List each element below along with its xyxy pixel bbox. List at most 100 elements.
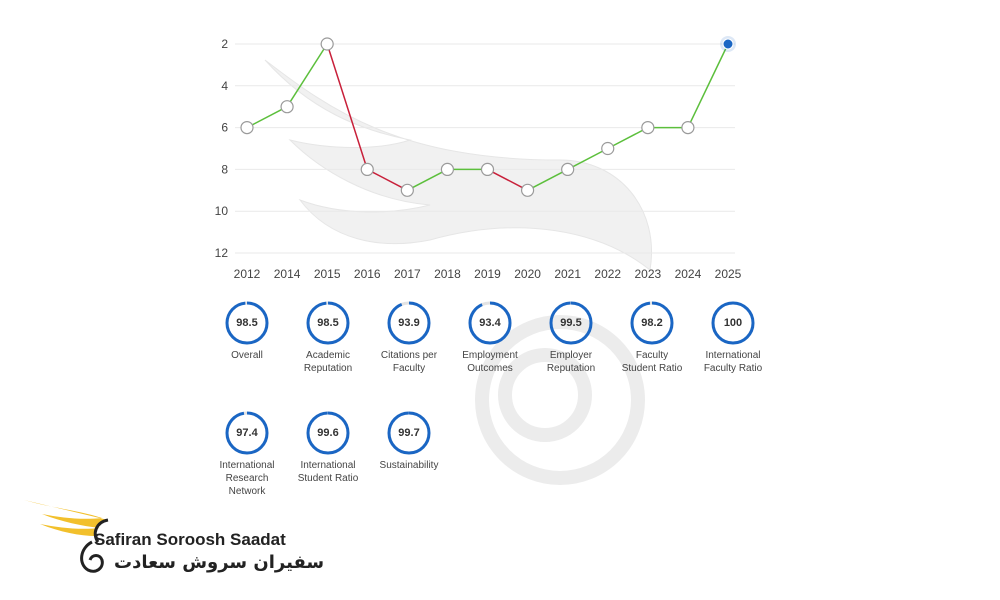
data-point[interactable] — [520, 183, 535, 197]
gauge-label-line: International — [705, 350, 761, 361]
gauge-label-line: Student Ratio — [621, 363, 683, 374]
line-segment-rise — [567, 147, 609, 171]
gauge-fill — [387, 411, 431, 455]
score-gauge: 100 International Faculty Ratio — [685, 301, 781, 375]
data-point[interactable] — [400, 183, 414, 197]
gauge-label: International Student Ratio — [280, 459, 376, 485]
data-point[interactable] — [280, 100, 294, 114]
gauge-label-line: International — [219, 460, 275, 471]
x-axis-ticks: 2012 2014 2015 2016 2017 2018 2019 2020 2021 2022… — [234, 267, 742, 281]
gauge-fill — [387, 301, 431, 345]
gauge-label-line: Employer — [549, 350, 593, 361]
gauge-value: 93.9 — [398, 317, 420, 329]
data-point[interactable] — [440, 162, 455, 176]
gauge-ring — [711, 301, 755, 345]
score-gauge: 93.9 Citations per Faculty — [361, 301, 457, 375]
x-tick-label: 2016 — [354, 267, 381, 281]
gauge-value: 99.5 — [560, 317, 582, 329]
gauge-label-line: Reputation — [303, 363, 353, 374]
line-segment-rise — [687, 43, 729, 128]
data-point[interactable] — [561, 162, 575, 176]
gauge-label-line: Network — [228, 486, 266, 497]
gauge-fill — [630, 301, 674, 345]
gauge-label-line: Faculty — [635, 350, 669, 361]
gauge-ring — [549, 301, 593, 345]
gauge-fill — [225, 411, 269, 455]
x-tick-label: 2015 — [314, 267, 341, 281]
gauge-ring — [225, 301, 269, 345]
gauge-value: 93.4 — [479, 317, 501, 329]
logo-name-english: Safiran Soroosh Saadat — [94, 530, 286, 549]
data-point[interactable] — [480, 162, 495, 176]
x-tick-label: 2012 — [234, 267, 261, 281]
gauge-fill — [549, 301, 593, 345]
gauge-label-line: Citations per — [380, 350, 438, 361]
line-segment-rise — [286, 43, 328, 108]
x-tick-label: 2018 — [434, 267, 461, 281]
gauge-label: Employment Outcomes — [442, 349, 538, 375]
gauge-value: 98.5 — [236, 317, 258, 329]
gauge-label: Sustainability — [361, 459, 457, 472]
brand-logo: Safiran Soroosh Saadat سفیران سروش سعادت — [22, 490, 324, 590]
data-point[interactable] — [240, 120, 254, 135]
gauge-ring — [306, 411, 350, 455]
score-gauge: 93.4 Employment Outcomes — [442, 301, 538, 375]
gauge-label-line: Research — [225, 473, 269, 484]
data-point[interactable] — [320, 37, 334, 51]
x-tick-label: 2017 — [394, 267, 421, 281]
score-gauge: 98.5 Overall — [199, 301, 295, 362]
line-segment-rise — [527, 168, 569, 191]
gauge-label-line: International — [300, 460, 356, 471]
y-tick-label: 4 — [221, 79, 228, 93]
current-data-point[interactable] — [722, 38, 734, 50]
data-point[interactable] — [601, 141, 615, 156]
gauge-label: Overall — [199, 349, 295, 362]
x-tick-label: 2023 — [634, 267, 661, 281]
x-tick-label: 2021 — [554, 267, 581, 281]
score-gauge: 98.2 Faculty Student Ratio — [604, 301, 700, 375]
gauge-label: Citations per Faculty — [361, 349, 457, 375]
gauge-label-line: Sustainability — [379, 460, 439, 471]
gauge-label-line: Faculty Ratio — [703, 363, 763, 374]
data-points — [240, 36, 736, 197]
gauge-fill — [306, 301, 350, 345]
gauge-label-line: Reputation — [546, 363, 596, 374]
gauge-value: 98.5 — [317, 317, 339, 329]
gauge-label: Faculty Student Ratio — [604, 349, 700, 375]
gauge-value: 99.7 — [398, 427, 420, 439]
data-point[interactable] — [681, 120, 695, 135]
gauge-ring — [306, 301, 350, 345]
score-gauge: 97.4 International Research Network — [199, 411, 295, 498]
line-segment-rise — [607, 126, 649, 150]
x-tick-label: 2014 — [274, 267, 301, 281]
gauge-label: Employer Reputation — [523, 349, 619, 375]
y-tick-label: 6 — [221, 121, 228, 135]
gauge-ring — [387, 411, 431, 455]
gauge-ring — [387, 301, 431, 345]
y-tick-label: 2 — [221, 37, 228, 51]
gauge-label: Academic Reputation — [280, 349, 376, 375]
data-point[interactable] — [360, 162, 374, 176]
gauge-ring — [225, 411, 269, 455]
score-gauge: 99.7 Sustainability — [361, 411, 457, 472]
gauge-fill — [468, 301, 512, 345]
x-tick-label: 2019 — [474, 267, 501, 281]
line-segment-rise — [246, 106, 288, 129]
gauge-value: 98.2 — [641, 317, 663, 329]
series-lines — [246, 43, 729, 191]
gauge-value: 97.4 — [236, 427, 258, 439]
gauge-fill — [225, 301, 269, 345]
line-segment-decline — [326, 43, 368, 170]
logo-wing-icon — [24, 500, 109, 573]
y-tick-label: 8 — [221, 162, 228, 176]
line-segment-rise — [406, 168, 448, 191]
data-point[interactable] — [641, 120, 655, 135]
grid-lines — [235, 43, 735, 254]
x-tick-label: 2020 — [514, 267, 541, 281]
gauge-fill — [711, 301, 755, 345]
y-tick-label: 10 — [215, 204, 229, 218]
gauge-label-line: Outcomes — [467, 363, 513, 374]
gauge-label: International Research Network — [199, 459, 295, 498]
score-gauge: 99.5 Employer Reputation — [523, 301, 619, 375]
gauge-label: International Faculty Ratio — [685, 349, 781, 375]
